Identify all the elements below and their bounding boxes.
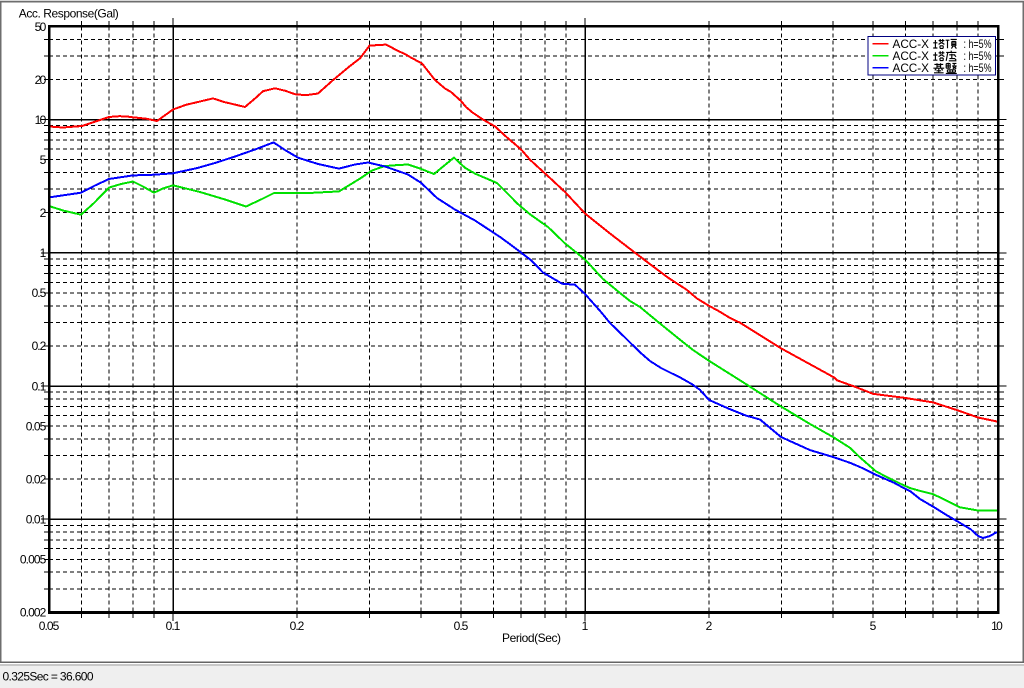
svg-text:0.002: 0.002 xyxy=(20,606,47,620)
svg-text:0.1: 0.1 xyxy=(32,379,47,393)
svg-text:0.2: 0.2 xyxy=(290,619,305,633)
svg-text:0.005: 0.005 xyxy=(20,553,47,567)
svg-text:0.01: 0.01 xyxy=(26,513,47,527)
svg-text:5: 5 xyxy=(40,153,47,167)
svg-text:0.05: 0.05 xyxy=(39,619,60,633)
svg-text:1: 1 xyxy=(40,246,47,260)
svg-text:10: 10 xyxy=(991,619,1003,633)
svg-text:0.02: 0.02 xyxy=(26,472,47,486)
svg-text:0.2: 0.2 xyxy=(32,339,47,353)
svg-text:ACC-X: ACC-X xyxy=(893,37,930,51)
svg-text:1: 1 xyxy=(582,619,589,633)
svg-text:: h=5%: : h=5% xyxy=(964,37,992,51)
svg-text:: h=5%: : h=5% xyxy=(964,61,992,75)
svg-text:2: 2 xyxy=(706,619,713,633)
svg-text:ACC-X: ACC-X xyxy=(893,61,930,75)
svg-text:20: 20 xyxy=(35,73,47,87)
svg-text:50: 50 xyxy=(35,20,47,34)
svg-text:0.05: 0.05 xyxy=(26,419,47,433)
svg-text:0.325Sec = 36.600: 0.325Sec = 36.600 xyxy=(3,669,94,683)
svg-text:0.1: 0.1 xyxy=(166,619,181,633)
svg-text:0.5: 0.5 xyxy=(32,286,47,300)
svg-text:10: 10 xyxy=(35,113,47,127)
svg-text:: h=5%: : h=5% xyxy=(964,49,992,63)
svg-text:5: 5 xyxy=(870,619,877,633)
svg-text:Period(Sec): Period(Sec) xyxy=(502,631,561,645)
svg-text:0.5: 0.5 xyxy=(454,619,469,633)
svg-text:2: 2 xyxy=(40,206,47,220)
svg-text:ACC-X: ACC-X xyxy=(893,49,930,63)
svg-text:Acc. Response(Gal): Acc. Response(Gal) xyxy=(19,7,119,21)
